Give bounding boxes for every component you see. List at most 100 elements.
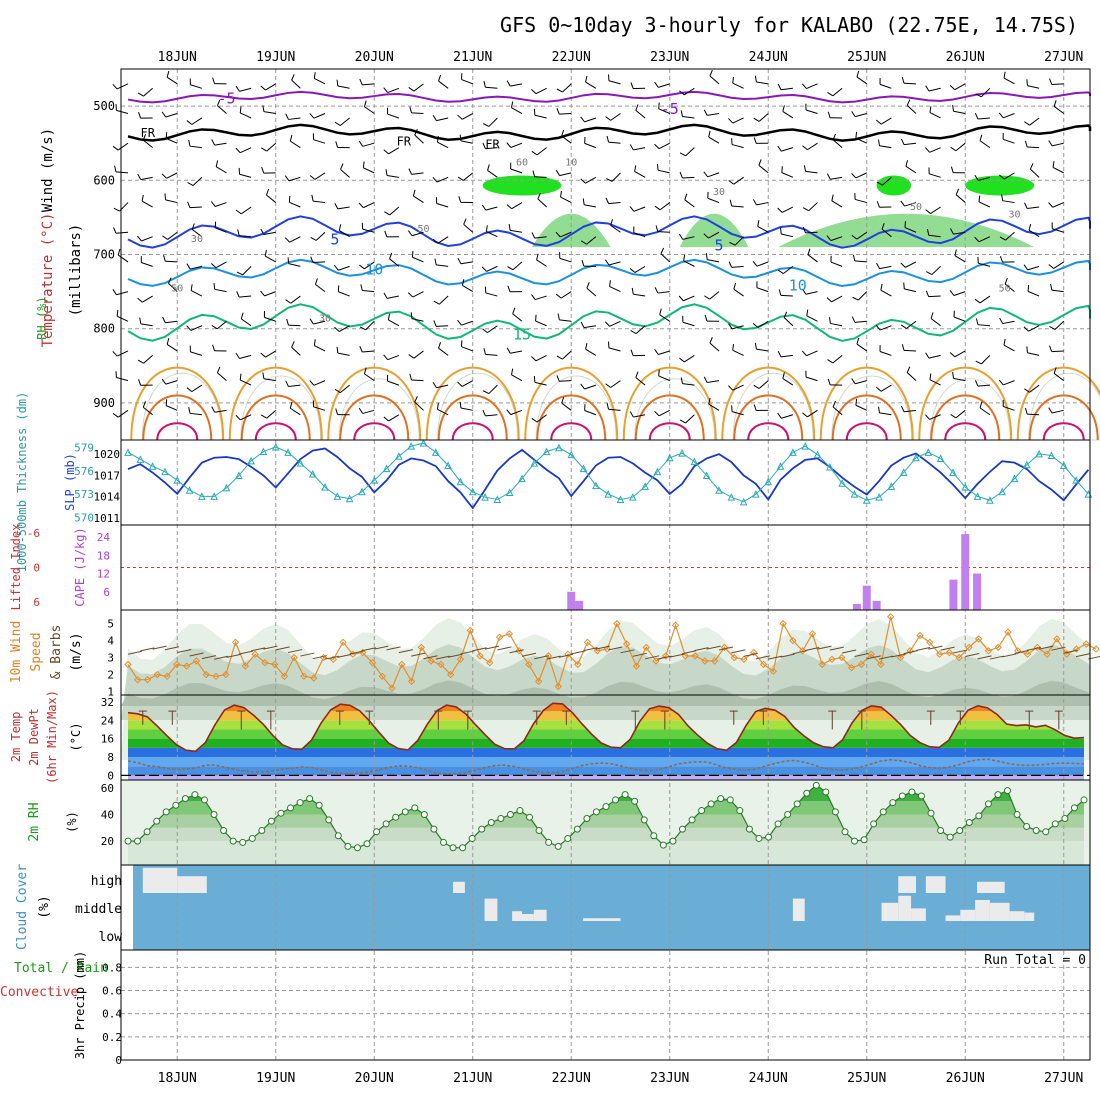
wind-barb-flag bbox=[635, 371, 639, 378]
wind-barb-flag bbox=[384, 211, 391, 216]
wind-barb-flag bbox=[481, 204, 487, 211]
wind-barb-flag bbox=[214, 221, 217, 228]
temp-axis-label-1: 2m Temp bbox=[9, 712, 23, 763]
wind-barb bbox=[949, 350, 966, 358]
wind-barb bbox=[925, 414, 941, 420]
wind-barb-staff bbox=[634, 171, 646, 178]
rh-contour-label: 30 bbox=[1008, 209, 1020, 220]
wind-barb-10m bbox=[349, 650, 364, 655]
date-tick-bottom: 19JUN bbox=[256, 1071, 295, 1086]
wind-barb bbox=[260, 83, 277, 91]
wind-barb-flag bbox=[654, 81, 659, 88]
wind-barb bbox=[216, 366, 227, 382]
wind-barb-flag bbox=[436, 135, 439, 143]
data-marks bbox=[112, 69, 1100, 921]
wind-barb-flag bbox=[780, 227, 782, 235]
wind-barb-flag bbox=[728, 385, 734, 391]
thickness-point bbox=[887, 482, 896, 490]
wind-barb-staff bbox=[190, 265, 202, 270]
wind-barb bbox=[383, 414, 400, 422]
wind-barb-10m bbox=[903, 650, 918, 655]
wind-barb-flag bbox=[560, 190, 562, 198]
wind-barb-staff bbox=[265, 350, 277, 358]
wind-barb-staff bbox=[141, 236, 153, 242]
wind-barb bbox=[457, 380, 473, 387]
wind-barb-flag bbox=[978, 195, 981, 202]
wind-barb bbox=[461, 340, 473, 352]
wind-barb-flag bbox=[729, 241, 736, 246]
wind-barb-flag bbox=[284, 175, 290, 182]
wind-barb bbox=[777, 412, 794, 419]
wind-barb-staff bbox=[215, 166, 227, 174]
wind-barb bbox=[926, 228, 941, 238]
wind-barb bbox=[654, 81, 670, 88]
wind-barb-flag bbox=[113, 207, 120, 212]
panel-frame bbox=[120, 439, 1091, 526]
wind-barb bbox=[703, 376, 720, 384]
thickness-point bbox=[247, 456, 255, 465]
wind-barb bbox=[289, 401, 301, 416]
wind-barb-flag bbox=[533, 108, 536, 116]
cape-bar bbox=[949, 579, 958, 610]
wind-barb-staff bbox=[214, 202, 227, 207]
wind-barb-staff bbox=[463, 172, 474, 181]
wind-barb-10m bbox=[189, 652, 204, 657]
wind-barb-flag bbox=[659, 308, 662, 315]
wind-barb-flag bbox=[731, 138, 733, 145]
wind-barb-staff bbox=[189, 412, 202, 416]
wind-barb-staff bbox=[928, 234, 941, 238]
wind-barb bbox=[1023, 264, 1040, 271]
wind-barb-staff bbox=[264, 291, 276, 297]
wind-barb bbox=[487, 164, 498, 178]
wind-barb-staff bbox=[487, 325, 498, 334]
wind-barb bbox=[114, 165, 129, 174]
wind-barb bbox=[187, 176, 203, 186]
wind-barb-10m bbox=[251, 647, 266, 652]
wind-barb-flag bbox=[901, 76, 905, 84]
rh-contour-label: 50 bbox=[171, 284, 183, 295]
wind-barb-10m bbox=[435, 655, 450, 660]
wind-barb bbox=[1004, 277, 1015, 292]
wind-barb bbox=[438, 342, 449, 356]
wind-barb-staff bbox=[191, 117, 203, 125]
wind-barb-flag bbox=[482, 409, 486, 417]
wind-barb-staff bbox=[682, 236, 695, 240]
wind-barb-staff bbox=[733, 176, 744, 185]
wind-barb bbox=[605, 197, 621, 205]
wind-barb bbox=[728, 323, 744, 330]
wind-speed-point bbox=[877, 660, 885, 669]
wind-barb bbox=[359, 320, 375, 331]
wind-barb-flag bbox=[138, 112, 142, 119]
cloud-block bbox=[881, 902, 899, 921]
wind-barb-staff bbox=[658, 409, 670, 417]
precip-convective-label: Convective bbox=[0, 985, 78, 1000]
wind-barb bbox=[752, 261, 769, 267]
wind-barb-staff bbox=[855, 380, 867, 385]
wind-barb-staff bbox=[904, 288, 917, 293]
wind-barb bbox=[284, 236, 301, 243]
pressure-tick-label: 800 bbox=[93, 322, 115, 336]
wind-barb-staff bbox=[805, 170, 818, 174]
wind-speed-point bbox=[466, 626, 474, 635]
wind-barb bbox=[807, 248, 818, 263]
freezing-level-label: FR bbox=[140, 126, 155, 140]
wind-barb-flag bbox=[781, 166, 783, 173]
wind-speed-point bbox=[192, 657, 201, 665]
wind-barb-10m bbox=[386, 646, 401, 651]
wind-barb-10m bbox=[140, 647, 155, 652]
wind-barb bbox=[605, 380, 621, 388]
wind-speed-point bbox=[681, 652, 690, 660]
wind-barb-flag bbox=[731, 405, 733, 412]
freezing-level-label: FR bbox=[485, 138, 500, 152]
wind-barb-flag bbox=[387, 107, 389, 115]
wind-barb-flag bbox=[511, 101, 514, 108]
wind-barb bbox=[235, 206, 252, 215]
wind-barb-flag bbox=[658, 369, 660, 376]
wind-barb-flag bbox=[260, 414, 267, 419]
wind-speed-point bbox=[1033, 643, 1042, 652]
wind-barb bbox=[359, 78, 375, 86]
wind-barb-staff bbox=[683, 260, 695, 267]
thickness-axis-label: 1000-500mb Thickness (dm) bbox=[15, 392, 29, 573]
thickness-point bbox=[592, 481, 600, 490]
wind-barb-staff bbox=[165, 199, 178, 204]
